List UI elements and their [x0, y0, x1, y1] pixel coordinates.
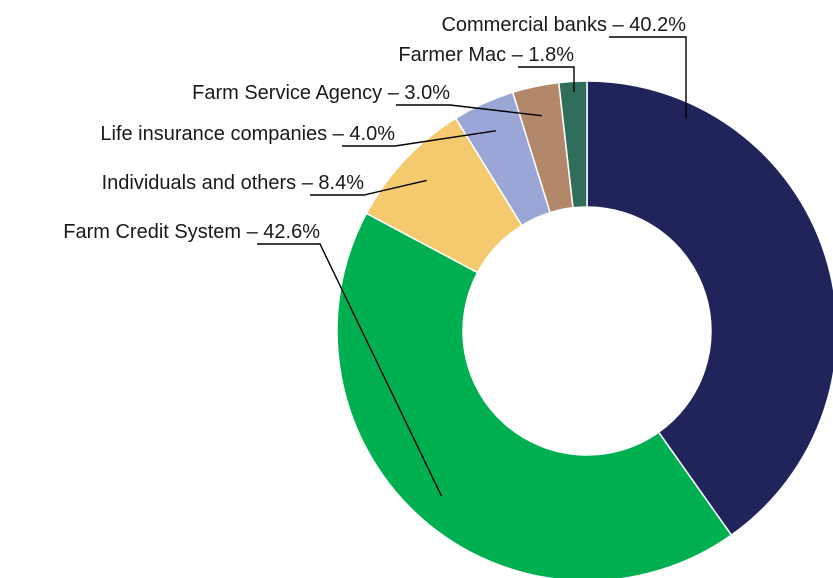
- leader-commercial-banks: [609, 36, 687, 118]
- label-farmer-mac: Farmer Mac – 1.8%: [398, 44, 574, 66]
- leader-lines: [257, 36, 687, 497]
- donut-slices: [336, 80, 833, 578]
- label-individuals-and-others: Individuals and others – 8.4%: [102, 172, 365, 194]
- leader-life-insurance-companies: [342, 130, 496, 147]
- slice-labels: Commercial banks – 40.2% Farm Credit Syst…: [63, 14, 686, 243]
- slice-farm-credit-system: [336, 212, 733, 578]
- leader-individuals-and-others: [310, 179, 427, 196]
- label-life-insurance-companies: Life insurance companies – 4.0%: [100, 123, 395, 145]
- label-farm-credit-system: Farm Credit System – 42.6%: [63, 221, 320, 243]
- label-commercial-banks: Commercial banks – 40.2%: [441, 14, 686, 36]
- label-farm-service-agency: Farm Service Agency – 3.0%: [192, 82, 450, 104]
- leader-farmer-mac: [518, 66, 575, 92]
- slice-commercial-banks: [586, 80, 833, 537]
- leader-farm-service-agency: [396, 104, 542, 117]
- slice-farmer-mac: [557, 80, 588, 209]
- leader-farm-credit-system: [257, 243, 443, 497]
